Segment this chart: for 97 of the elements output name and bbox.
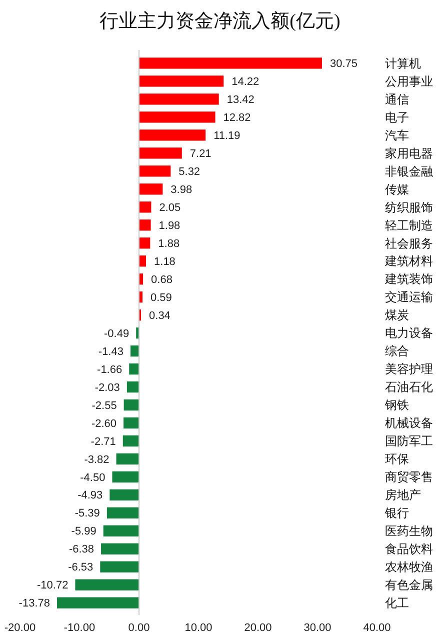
bar — [139, 94, 219, 105]
y-tick-label: 汽车 — [385, 128, 409, 142]
data-label: 2.05 — [159, 202, 181, 214]
data-label: -1.43 — [98, 346, 124, 358]
x-tick-label: 20.00 — [244, 622, 272, 634]
y-tick-label: 化工 — [385, 596, 409, 610]
data-label: 1.98 — [158, 220, 180, 232]
bar — [116, 453, 139, 464]
x-tick-label: 30.00 — [304, 622, 332, 634]
y-tick-label: 非银金融 — [385, 164, 433, 178]
bar — [139, 166, 171, 177]
y-tick-label: 社会服务 — [385, 236, 433, 250]
y-tick-label: 计算机 — [385, 56, 421, 70]
bar — [139, 112, 216, 123]
bar — [101, 543, 139, 554]
data-label: 0.68 — [151, 274, 172, 286]
data-label: -4.50 — [80, 472, 106, 484]
y-tick-label: 食品饮料 — [385, 542, 433, 556]
x-tick-label: 0.00 — [128, 622, 150, 634]
bar — [103, 525, 139, 536]
data-label: -2.71 — [90, 436, 116, 448]
bar — [106, 507, 139, 518]
y-tick-label: 石油石化 — [385, 380, 433, 394]
data-label: 7.21 — [190, 148, 212, 160]
bar — [57, 597, 139, 608]
bar — [75, 579, 139, 590]
bar — [139, 202, 152, 213]
data-label: 12.82 — [223, 112, 251, 124]
data-label: -1.66 — [97, 364, 122, 376]
y-tick-label: 公用事业 — [385, 74, 433, 88]
data-label: -2.55 — [92, 400, 117, 412]
y-tick-label: 纺织服饰 — [385, 200, 433, 214]
x-tick-label: 40.00 — [363, 622, 391, 634]
data-label: -5.99 — [71, 526, 96, 538]
y-tick-label: 美容护理 — [385, 362, 433, 376]
y-tick-label: 有色金属 — [385, 578, 433, 592]
y-tick-label: 交通运输 — [385, 290, 433, 304]
data-label: 30.75 — [330, 58, 358, 70]
data-label: -13.78 — [18, 598, 50, 610]
data-label: 1.18 — [154, 256, 176, 268]
data-label: -10.72 — [37, 580, 68, 592]
y-tick-label: 机械设备 — [385, 416, 433, 430]
y-tick-label: 房地产 — [385, 488, 421, 502]
chart-title: 行业主力资金净流入额(亿元) — [100, 10, 340, 32]
bar — [139, 58, 322, 69]
y-tick-label: 银行 — [384, 506, 409, 520]
data-label: 5.32 — [178, 166, 200, 178]
data-label: -2.60 — [91, 418, 117, 430]
bar — [112, 471, 139, 482]
y-tick-label: 医药生物 — [385, 524, 433, 538]
y-tick-label: 商贸零售 — [385, 470, 433, 484]
y-tick-label: 电子 — [385, 110, 409, 124]
data-label: 1.88 — [158, 238, 180, 250]
y-tick-label: 国防军工 — [385, 434, 433, 448]
y-tick-label: 轻工制造 — [385, 218, 433, 232]
data-label: -2.03 — [94, 382, 120, 394]
data-label: -0.49 — [104, 328, 130, 340]
data-label: -3.82 — [84, 454, 110, 466]
y-tick-label: 钢铁 — [384, 398, 409, 412]
bar — [124, 417, 139, 429]
data-label: 13.42 — [226, 94, 254, 106]
x-tick-label: 10.00 — [184, 622, 212, 634]
bar — [124, 399, 139, 411]
bar — [139, 148, 182, 159]
y-tick-label: 电力设备 — [385, 326, 433, 340]
data-label: 11.19 — [214, 130, 240, 142]
y-tick-label: 建筑材料 — [384, 254, 433, 268]
bar — [122, 435, 139, 447]
y-tick-label: 家用电器 — [385, 146, 433, 160]
data-label: 14.22 — [232, 76, 260, 88]
bar — [110, 489, 139, 500]
bar — [139, 76, 224, 87]
bar — [129, 363, 139, 375]
x-tick-label: -10.00 — [64, 622, 96, 634]
data-label: -6.38 — [68, 544, 94, 556]
x-tick-label: -20.00 — [4, 622, 36, 634]
bar — [139, 255, 146, 267]
bar — [139, 237, 150, 249]
y-tick-label: 综合 — [385, 344, 409, 358]
data-label: -5.39 — [74, 508, 100, 520]
data-label: 0.59 — [150, 292, 172, 304]
bar — [139, 184, 163, 195]
bar — [100, 561, 139, 572]
data-label: -4.93 — [78, 490, 103, 502]
y-tick-label: 通信 — [385, 92, 409, 106]
data-label: 3.98 — [170, 184, 192, 196]
y-tick-label: 煤炭 — [385, 308, 409, 322]
data-label: 0.34 — [149, 310, 170, 322]
bar — [139, 219, 151, 231]
y-tick-label: 建筑装饰 — [384, 272, 433, 286]
bar — [126, 381, 139, 393]
bar — [130, 345, 139, 357]
y-tick-label: 传媒 — [385, 182, 409, 196]
bar — [139, 130, 206, 141]
y-tick-label: 农林牧渔 — [385, 560, 433, 574]
y-tick-label: 环保 — [385, 452, 409, 466]
data-label: -6.53 — [68, 562, 94, 574]
